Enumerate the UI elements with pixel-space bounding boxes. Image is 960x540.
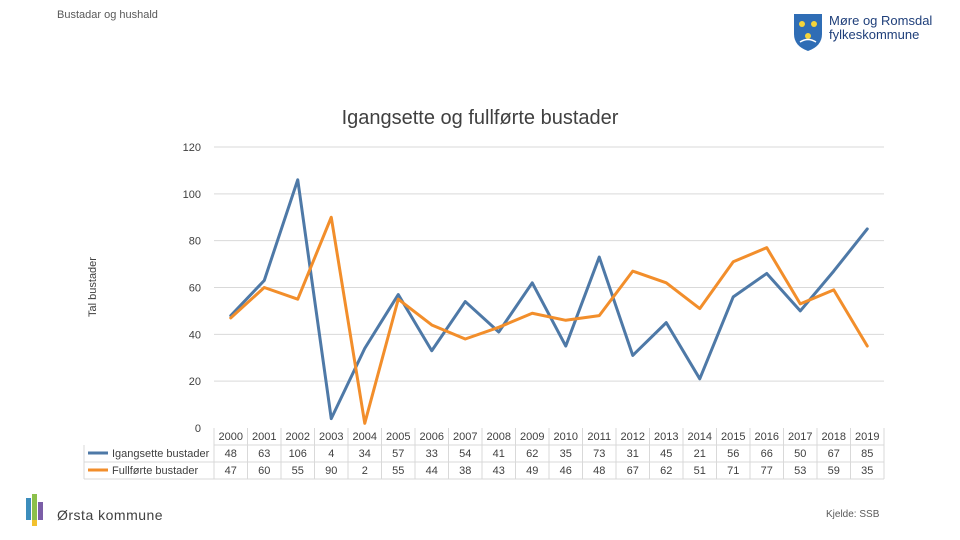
data-table-value: 51 xyxy=(694,465,706,477)
data-table-value: 35 xyxy=(861,465,873,477)
y-tick-label: 80 xyxy=(189,236,201,248)
x-tick-label: 2006 xyxy=(420,431,444,443)
county-name-line1: Møre og Romsdal xyxy=(829,13,933,28)
data-table-value: 44 xyxy=(426,465,438,477)
y-tick-label: 40 xyxy=(189,329,201,341)
data-table-value: 50 xyxy=(794,448,806,460)
data-table-value: 2 xyxy=(362,465,368,477)
data-table-value: 48 xyxy=(225,448,237,460)
x-tick-label: 2000 xyxy=(219,431,243,443)
data-table-value: 41 xyxy=(493,448,505,460)
y-tick-label: 100 xyxy=(183,189,201,201)
data-table-value: 4 xyxy=(328,448,334,460)
x-tick-label: 2001 xyxy=(252,431,276,443)
data-table-value: 62 xyxy=(660,465,672,477)
municipality-name: Ørsta kommune xyxy=(57,507,164,523)
data-table-value: 46 xyxy=(560,465,572,477)
data-table-value: 90 xyxy=(325,465,337,477)
x-tick-label: 2004 xyxy=(353,431,377,443)
data-table-value: 31 xyxy=(627,448,639,460)
data-table-value: 45 xyxy=(660,448,672,460)
data-table-value: 54 xyxy=(459,448,471,460)
data-table-value: 73 xyxy=(593,448,605,460)
data-table-value: 57 xyxy=(392,448,404,460)
data-table-value: 38 xyxy=(459,465,471,477)
data-table-value: 55 xyxy=(392,465,404,477)
data-table-value: 49 xyxy=(526,465,538,477)
municipality-logo-icon xyxy=(26,494,43,526)
series-line xyxy=(229,178,869,421)
x-tick-label: 2009 xyxy=(520,431,544,443)
county-logo xyxy=(794,14,822,51)
coat-of-arms-icon xyxy=(794,14,822,51)
data-table-value: 53 xyxy=(794,465,806,477)
data-table-value: 34 xyxy=(359,448,371,460)
data-table-value: 47 xyxy=(225,465,237,477)
data-table-value: 67 xyxy=(627,465,639,477)
x-tick-label: 2008 xyxy=(487,431,511,443)
x-tick-label: 2005 xyxy=(386,431,410,443)
data-table-value: 21 xyxy=(694,448,706,460)
data-table-value: 77 xyxy=(761,465,773,477)
data-table-value: 63 xyxy=(258,448,270,460)
x-tick-label: 2007 xyxy=(453,431,477,443)
data-table-value: 56 xyxy=(727,448,739,460)
data-table-value: 55 xyxy=(292,465,304,477)
x-tick-label: 2013 xyxy=(654,431,678,443)
legend-label: Igangsette bustader xyxy=(112,448,210,460)
y-tick-label: 60 xyxy=(189,283,201,295)
data-table-value: 60 xyxy=(258,465,270,477)
x-tick-label: 2017 xyxy=(788,431,812,443)
x-tick-label: 2010 xyxy=(554,431,578,443)
legend-label: Fullførte bustader xyxy=(112,465,199,477)
y-tick-label: 0 xyxy=(195,423,201,435)
data-table-value: 66 xyxy=(761,448,773,460)
data-table-value: 43 xyxy=(493,465,505,477)
x-tick-label: 2002 xyxy=(286,431,310,443)
x-tick-label: 2003 xyxy=(319,431,343,443)
data-table-value: 59 xyxy=(828,465,840,477)
section-label: Bustadar og hushald xyxy=(57,9,158,21)
data-table-value: 48 xyxy=(593,465,605,477)
data-table-value: 85 xyxy=(861,448,873,460)
data-table-value: 33 xyxy=(426,448,438,460)
county-name: Møre og Romsdal fylkeskommune xyxy=(829,14,932,42)
data-table-value: 62 xyxy=(526,448,538,460)
x-tick-label: 2011 xyxy=(587,431,611,443)
y-tick-label: 20 xyxy=(189,376,201,388)
source-note: Kjelde: SSB xyxy=(826,509,880,520)
chart-title: Igangsette og fullførte bustader xyxy=(341,107,619,129)
x-tick-label: 2015 xyxy=(721,431,745,443)
x-tick-label: 2019 xyxy=(855,431,879,443)
county-name-line2: fylkeskommune xyxy=(829,27,920,42)
y-tick-label: 120 xyxy=(183,142,201,154)
x-tick-label: 2016 xyxy=(755,431,779,443)
x-tick-label: 2012 xyxy=(621,431,645,443)
data-table-value: 35 xyxy=(560,448,572,460)
x-tick-label: 2018 xyxy=(822,431,846,443)
x-tick-label: 2014 xyxy=(688,431,712,443)
data-table-value: 67 xyxy=(828,448,840,460)
data-table-value: 106 xyxy=(289,448,307,460)
series-line xyxy=(229,215,869,425)
data-table-value: 71 xyxy=(727,465,739,477)
municipality-logo xyxy=(26,494,43,526)
